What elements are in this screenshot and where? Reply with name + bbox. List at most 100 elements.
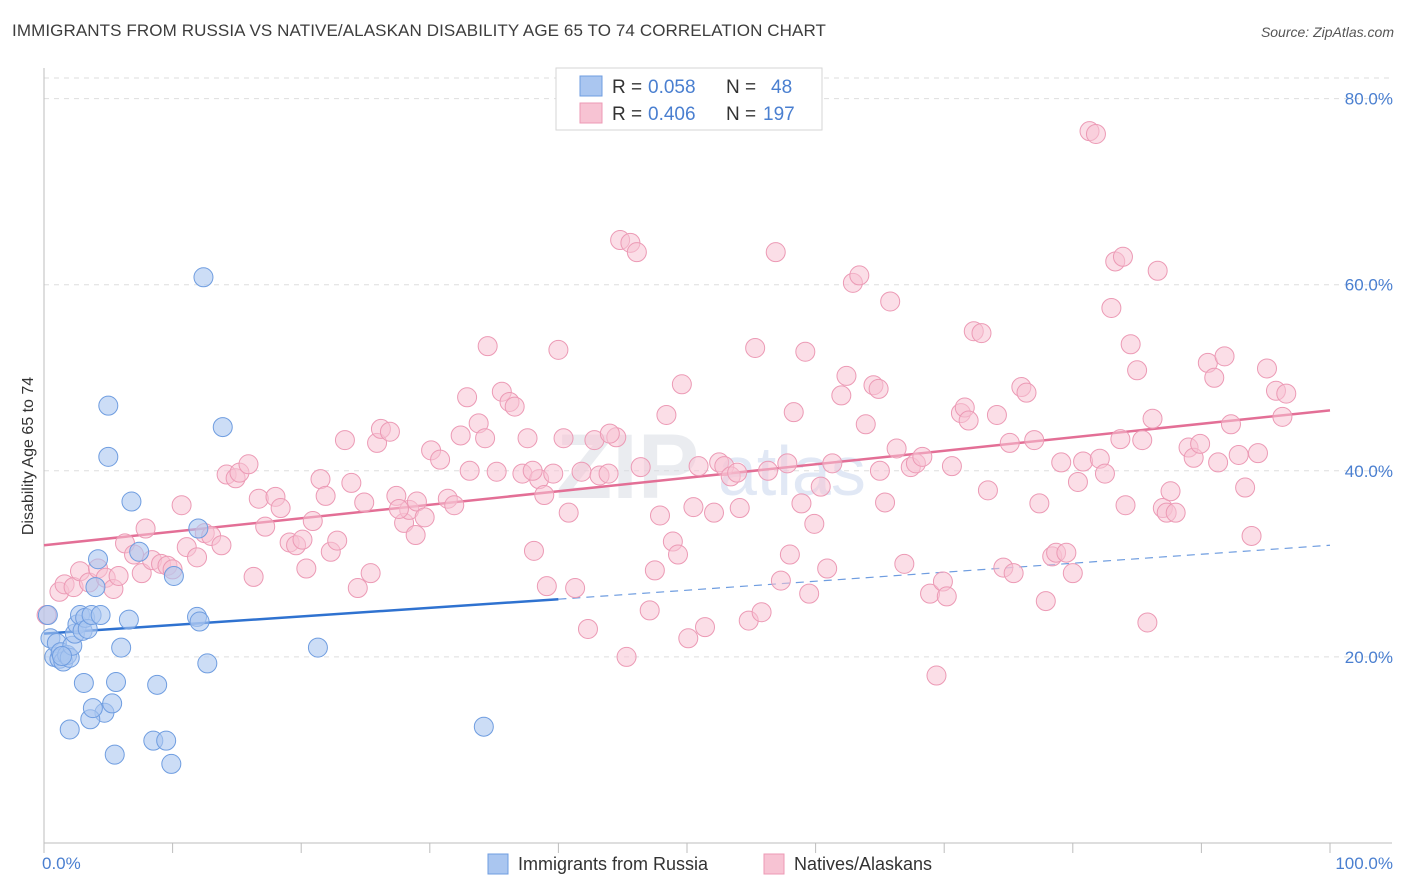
legend-swatch-blue [579, 75, 603, 97]
point-natives-134 [894, 553, 915, 574]
point-russia-18 [90, 605, 111, 626]
bottom-legend-swatch-blue [487, 853, 509, 875]
point-natives-148 [977, 480, 998, 501]
point-natives-79 [558, 502, 579, 523]
point-natives-35 [292, 529, 313, 550]
point-natives-127 [849, 265, 870, 286]
legend-swatch-pink [579, 102, 603, 124]
point-russia-31 [156, 730, 177, 751]
point-natives-125 [836, 365, 857, 386]
point-natives-65 [477, 336, 498, 357]
point-natives-203 [522, 460, 543, 481]
point-natives-81 [571, 461, 592, 482]
point-russia-47 [52, 645, 73, 666]
point-natives-62 [459, 460, 480, 481]
point-natives-122 [817, 558, 838, 579]
point-natives-43 [341, 472, 362, 493]
point-natives-115 [777, 453, 798, 474]
point-natives-76 [543, 463, 564, 484]
point-natives-141 [936, 586, 957, 607]
point-natives-69 [504, 396, 525, 417]
point-natives-198 [1276, 383, 1297, 404]
point-russia-30 [147, 674, 168, 695]
point-natives-149 [986, 404, 1007, 425]
point-natives-192 [1235, 477, 1256, 498]
point-natives-39 [315, 485, 336, 506]
point-natives-133 [886, 438, 907, 459]
point-natives-29 [248, 488, 269, 509]
point-natives-177 [1142, 408, 1163, 429]
point-natives-147 [971, 323, 992, 344]
point-natives-114 [770, 570, 791, 591]
y-tick-label-40: 40.0% [1345, 462, 1393, 481]
point-natives-100 [683, 497, 704, 518]
point-natives-107 [727, 462, 748, 483]
point-natives-168 [1094, 463, 1115, 484]
chart-title: IMMIGRANTS FROM RUSSIA VS NATIVE/ALASKAN… [12, 21, 827, 40]
point-natives-13 [135, 518, 156, 539]
point-natives-120 [804, 513, 825, 534]
legend-n-value-pink: 197 [763, 104, 795, 125]
point-natives-131 [875, 492, 896, 513]
point-russia-27 [121, 491, 142, 512]
point-natives-88 [616, 646, 637, 667]
point-natives-41 [327, 530, 348, 551]
point-natives-18 [171, 495, 192, 516]
point-russia-23 [104, 744, 125, 765]
point-natives-102 [695, 617, 716, 638]
point-natives-202 [779, 544, 800, 565]
points-immigrants-russia [37, 267, 494, 774]
trend-line-russia-extrapolated [558, 544, 1331, 600]
source-credit: Source: ZipAtlas.com [1260, 24, 1394, 40]
point-natives-123 [822, 453, 843, 474]
bottom-legend: Immigrants from Russia Natives/Alaskans [487, 853, 932, 875]
point-natives-110 [745, 337, 766, 358]
point-natives-23 [211, 535, 232, 556]
point-natives-108 [729, 498, 750, 519]
point-russia-25 [111, 637, 132, 658]
point-natives-188 [1208, 452, 1229, 473]
point-russia-22 [102, 693, 123, 714]
point-natives-162 [1062, 563, 1083, 584]
point-natives-99 [678, 628, 699, 649]
point-natives-98 [671, 374, 692, 395]
point-russia-21 [98, 446, 119, 467]
point-natives-37 [302, 511, 323, 532]
point-natives-30 [255, 516, 276, 537]
point-natives-190 [1220, 414, 1241, 435]
point-natives-91 [630, 457, 651, 478]
point-natives-194 [1247, 443, 1268, 464]
point-natives-9 [108, 565, 129, 586]
point-natives-137 [912, 446, 933, 467]
point-natives-163 [1067, 471, 1088, 492]
point-russia-35 [188, 518, 209, 539]
point-russia-20 [98, 395, 119, 416]
point-russia-17 [88, 549, 109, 570]
point-natives-182 [1165, 502, 1186, 523]
bottom-legend-label-pink: Natives/Alaskans [794, 854, 932, 874]
point-natives-178 [1147, 260, 1168, 281]
legend-r-value-pink: 0.406 [648, 104, 696, 125]
legend-n-value-blue: 48 [771, 77, 792, 98]
legend-n-label-pink: N = [726, 104, 756, 125]
legend-r-label-pink: R = [612, 104, 642, 125]
point-natives-94 [649, 505, 670, 526]
y-tick-label-80: 80.0% [1345, 90, 1393, 109]
point-natives-172 [1115, 495, 1136, 516]
point-natives-155 [1024, 430, 1045, 451]
y-axis-label: Disability Age 65 to 74 [20, 377, 37, 535]
point-natives-118 [795, 341, 816, 362]
point-natives-132 [880, 291, 901, 312]
point-natives-185 [1190, 433, 1211, 454]
point-natives-119 [799, 583, 820, 604]
x-tick-label-min: 0.0% [42, 854, 81, 873]
point-natives-53 [405, 525, 426, 546]
point-natives-197 [1272, 406, 1293, 427]
point-natives-74 [534, 484, 555, 505]
point-natives-193 [1241, 525, 1262, 546]
point-natives-157 [1035, 591, 1056, 612]
point-natives-154 [1016, 382, 1037, 403]
legend-r-label-blue: R = [612, 77, 642, 98]
point-natives-45 [354, 492, 375, 513]
